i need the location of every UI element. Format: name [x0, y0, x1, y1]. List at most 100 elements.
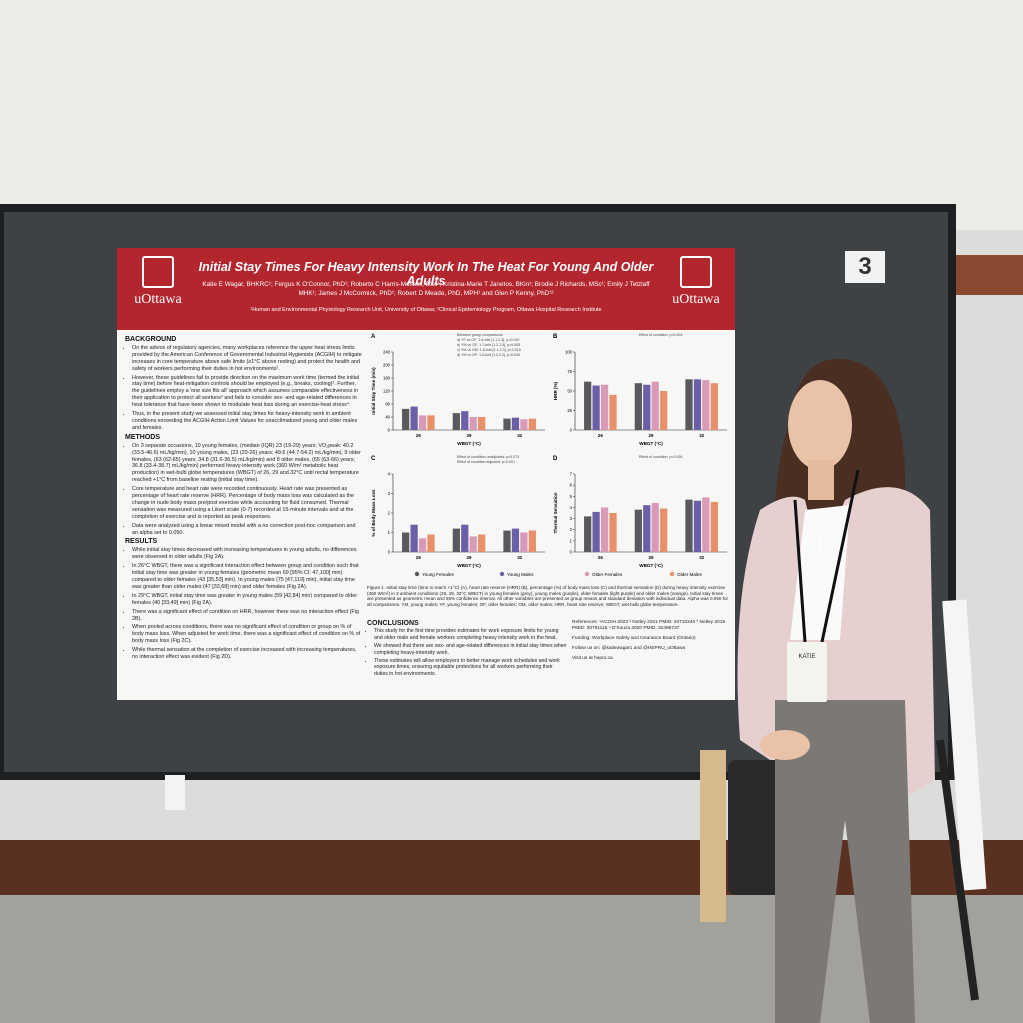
face [788, 380, 852, 470]
bullet: Data were analyzed using a linear mixed … [132, 523, 363, 537]
section-heading: BACKGROUND [125, 336, 177, 343]
bar [702, 497, 710, 552]
y-tick-label: 6 [570, 483, 573, 488]
x-tick-label: 29 [467, 433, 472, 438]
x-tick-label: 26 [416, 555, 421, 560]
bar [693, 379, 702, 430]
bar [511, 417, 520, 430]
x-tick-label: 32 [699, 555, 704, 560]
wood-trim [955, 255, 1023, 295]
bullet: While thermal sensation at the completio… [132, 647, 363, 661]
y-tick-label: 4 [388, 472, 391, 477]
bar [469, 536, 477, 552]
bar [592, 385, 600, 430]
y-tick-label: 40 [385, 415, 390, 420]
visit: Visit us at hepru.ca [572, 656, 613, 661]
poster-header: uOttawa uOttawa Initial Stay Times For H… [117, 248, 735, 330]
y-tick-label: 25 [567, 408, 572, 413]
bullet-list: While initial stay times decreased with … [125, 547, 363, 661]
panel-note: b) YM vs OF: 1.7-fold [1.2,2.5], p=0.005 [457, 343, 520, 347]
bar [461, 411, 469, 430]
panel-note: Effect of condition: p<0.001 [639, 333, 683, 337]
panel-note: a) YF vs OF: 1.6-fold [1.1,2.3], p=0.010 [457, 338, 519, 342]
bar [520, 532, 528, 552]
bar [503, 418, 511, 430]
bar [511, 528, 520, 552]
bar [452, 528, 460, 552]
hands [760, 730, 810, 760]
bar [410, 524, 418, 552]
bar [584, 516, 592, 552]
bullet: We showed that there are sex- and age-re… [374, 643, 567, 656]
section-heading: CONCLUSIONS [367, 620, 419, 627]
logo: uOttawa [123, 256, 193, 308]
bar [609, 513, 617, 552]
logo-text: uOttawa [672, 292, 720, 307]
panel-note: Effect of condition adjusted: p<0.001 [457, 460, 515, 464]
bullet: While initial stay times decreased with … [132, 547, 363, 561]
bar [418, 538, 427, 552]
bar [528, 530, 536, 552]
logo: uOttawa [661, 256, 731, 308]
bullet-list: This study for the first time provides e… [367, 628, 567, 677]
bar [427, 534, 435, 552]
bullet: In 29°C WBGT, initial stay time was grea… [132, 593, 363, 607]
bullet: There was a significant effect of condit… [132, 609, 363, 623]
x-tick-label: 26 [598, 433, 603, 438]
lanyard [793, 499, 807, 643]
bar [410, 406, 418, 430]
bullet: Thus, in the present study we assessed i… [132, 411, 363, 432]
legend-swatch [669, 571, 675, 577]
funding: Funding: Workplace Safety and Insurance … [572, 636, 696, 641]
legend-swatch [414, 571, 420, 577]
x-tick-label: 26 [416, 433, 421, 438]
y-tick-label: 75 [567, 369, 572, 374]
pants [775, 700, 915, 1023]
lanyard-text: ACSM [816, 535, 823, 551]
neck [808, 460, 834, 500]
bar [660, 391, 668, 430]
panel-label: D [553, 456, 558, 462]
x-axis-label: WBGT (°C) [457, 563, 481, 568]
panel-note: Effect of condition: p<0.001 [639, 455, 683, 459]
bullet-list: On the advice of regulatory agencies, ma… [125, 345, 363, 432]
bar [584, 381, 592, 430]
y-axis-label: HRR (%) [553, 381, 558, 400]
logo-text: uOttawa [134, 292, 182, 307]
bullet: On the advice of regulatory agencies, ma… [132, 345, 363, 373]
section-heading: METHODS [125, 433, 160, 441]
bar [452, 413, 460, 430]
wall [0, 0, 1023, 230]
bar [693, 500, 702, 552]
bar [478, 534, 486, 552]
legend-swatch [499, 571, 505, 577]
bullet: This study for the first time provides e… [374, 628, 567, 641]
bar [643, 505, 651, 552]
easel-leg [936, 739, 979, 1001]
bullet: However, these guidelines fail to provid… [132, 375, 363, 410]
bag [728, 760, 788, 895]
x-tick-label: 32 [517, 555, 522, 560]
poster-title: Initial Stay Times For Heavy Intensity W… [198, 260, 654, 288]
tube-white [942, 599, 987, 891]
badge-name: KATIE [798, 654, 816, 660]
y-tick-label: 80 [385, 402, 390, 407]
bar [520, 419, 528, 430]
y-tick-label: 120 [383, 389, 391, 394]
panel-label: C [371, 456, 376, 462]
y-tick-label: 100 [565, 350, 573, 355]
bullet: On 3 separate occasions, 10 young female… [132, 443, 363, 484]
bar [600, 507, 609, 552]
y-tick-label: 1 [388, 530, 391, 535]
bar [402, 532, 410, 552]
y-tick-label: 3 [388, 491, 391, 496]
y-tick-label: 5 [570, 494, 573, 499]
bar [685, 499, 693, 552]
x-axis-label: WBGT (°C) [639, 441, 663, 446]
y-axis-label: Thermal Sensation [553, 492, 558, 533]
y-tick-label: 0 [570, 428, 573, 433]
bullet: These estimates will allow employers to … [374, 658, 567, 677]
lanyard [820, 469, 860, 643]
name-badge: KATIE [787, 642, 827, 702]
bullet: In 26°C WBGT, there was a significant in… [132, 563, 363, 591]
